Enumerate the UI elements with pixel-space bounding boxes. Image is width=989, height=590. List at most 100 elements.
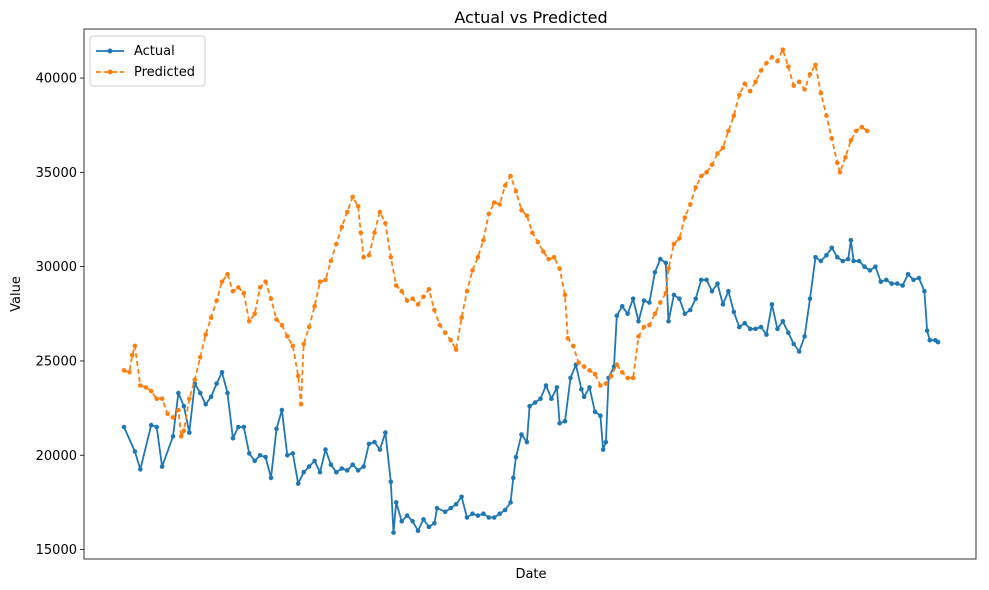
data-point-predicted (581, 364, 587, 369)
data-point-actual (758, 324, 764, 330)
data-point-actual (704, 277, 709, 283)
data-point-actual (236, 424, 241, 430)
data-point-actual (900, 283, 905, 288)
data-point-predicted (720, 145, 726, 151)
data-point-actual (663, 260, 669, 266)
data-point-actual (753, 326, 758, 332)
chart-title: Actual vs Predicted (454, 8, 607, 27)
data-point-predicted (769, 55, 775, 60)
x-axis-label: Date (515, 567, 546, 582)
data-point-actual (511, 475, 516, 481)
data-point-actual (769, 302, 775, 307)
data-point-actual (328, 462, 334, 468)
data-point-actual (720, 302, 726, 307)
data-point-predicted (415, 302, 421, 307)
data-point-predicted (328, 258, 334, 264)
data-point-predicted (361, 254, 366, 260)
data-point-predicted (344, 209, 350, 215)
data-point-predicted (835, 160, 840, 166)
data-point-predicted (148, 388, 154, 394)
data-point-actual (434, 505, 440, 511)
series-actual (121, 237, 941, 535)
data-point-actual (257, 453, 263, 458)
data-point-predicted (426, 287, 432, 292)
data-point-actual (625, 311, 630, 317)
y-tick-label: 15000 (36, 543, 77, 558)
data-point-actual (138, 467, 143, 472)
data-point-actual (726, 288, 731, 294)
data-point-predicted (121, 368, 127, 373)
data-point-predicted (677, 236, 682, 241)
data-point-predicted (323, 277, 328, 283)
data-point-actual (453, 502, 459, 507)
data-point-actual (486, 515, 492, 520)
data-point-predicted (214, 298, 219, 303)
data-point-predicted (780, 47, 786, 52)
data-point-predicted (159, 396, 165, 402)
data-point-predicted (170, 415, 176, 420)
data-point-predicted (257, 285, 263, 290)
data-point-predicted (625, 375, 630, 381)
data-point-predicted (437, 322, 443, 328)
data-point-predicted (704, 170, 709, 175)
data-point-actual (159, 464, 165, 469)
data-point-actual (889, 281, 894, 286)
data-point-actual (911, 277, 916, 283)
y-axis: 15000 20000 25000 30000 35000 40000 (36, 72, 84, 558)
data-point-actual (366, 441, 372, 447)
data-point-actual (786, 330, 791, 336)
data-point-actual (442, 509, 448, 515)
data-point-actual (652, 270, 658, 275)
data-point-actual (587, 385, 592, 390)
data-point-predicted (663, 290, 669, 296)
plot-frame (83, 28, 977, 560)
series-predicted (121, 47, 870, 439)
data-point-predicted (513, 188, 519, 194)
data-point-predicted (236, 285, 241, 290)
data-point-predicted (334, 241, 339, 247)
data-point-actual (698, 277, 704, 283)
data-point-actual (829, 245, 835, 251)
data-point-actual (532, 400, 538, 405)
data-point-predicted (246, 319, 252, 324)
data-point-predicted (295, 373, 301, 379)
data-point-predicted (647, 322, 652, 328)
data-point-actual (581, 394, 587, 400)
data-point-predicted (731, 113, 737, 119)
data-point-actual (208, 394, 214, 400)
data-point-actual (688, 307, 693, 313)
data-point-actual (355, 468, 361, 473)
data-point-actual (323, 447, 328, 452)
data-point-predicted (742, 81, 747, 86)
data-point-actual (641, 298, 647, 303)
data-point-actual (709, 288, 715, 294)
data-point-actual (502, 507, 508, 513)
data-point-predicted (565, 336, 571, 341)
data-point-actual (791, 341, 796, 347)
y-tick-label: 40000 (36, 72, 77, 87)
data-point-predicted (317, 279, 323, 285)
data-point-actual (391, 530, 396, 535)
data-point-predicted (557, 266, 562, 271)
data-point-predicted (813, 62, 818, 68)
data-point-predicted (652, 311, 658, 317)
data-point-actual (538, 396, 543, 402)
data-point-predicted (859, 124, 865, 130)
data-point-actual (524, 439, 530, 445)
data-point-actual (764, 332, 769, 337)
data-point-predicted (824, 113, 829, 119)
data-point-predicted (279, 322, 285, 328)
data-point-predicted (709, 162, 715, 168)
data-point-predicted (377, 209, 383, 215)
data-point-predicted (688, 202, 693, 207)
data-point-actual (614, 313, 620, 319)
data-point-predicted (475, 254, 481, 260)
data-point-predicted (464, 288, 470, 294)
data-point-predicted (848, 138, 854, 143)
data-point-actual (824, 253, 829, 258)
y-tick-label: 30000 (36, 260, 77, 275)
data-point-predicted (252, 311, 257, 317)
data-point-actual (513, 454, 519, 460)
data-point-predicted (864, 128, 870, 134)
data-point-actual (361, 464, 366, 469)
